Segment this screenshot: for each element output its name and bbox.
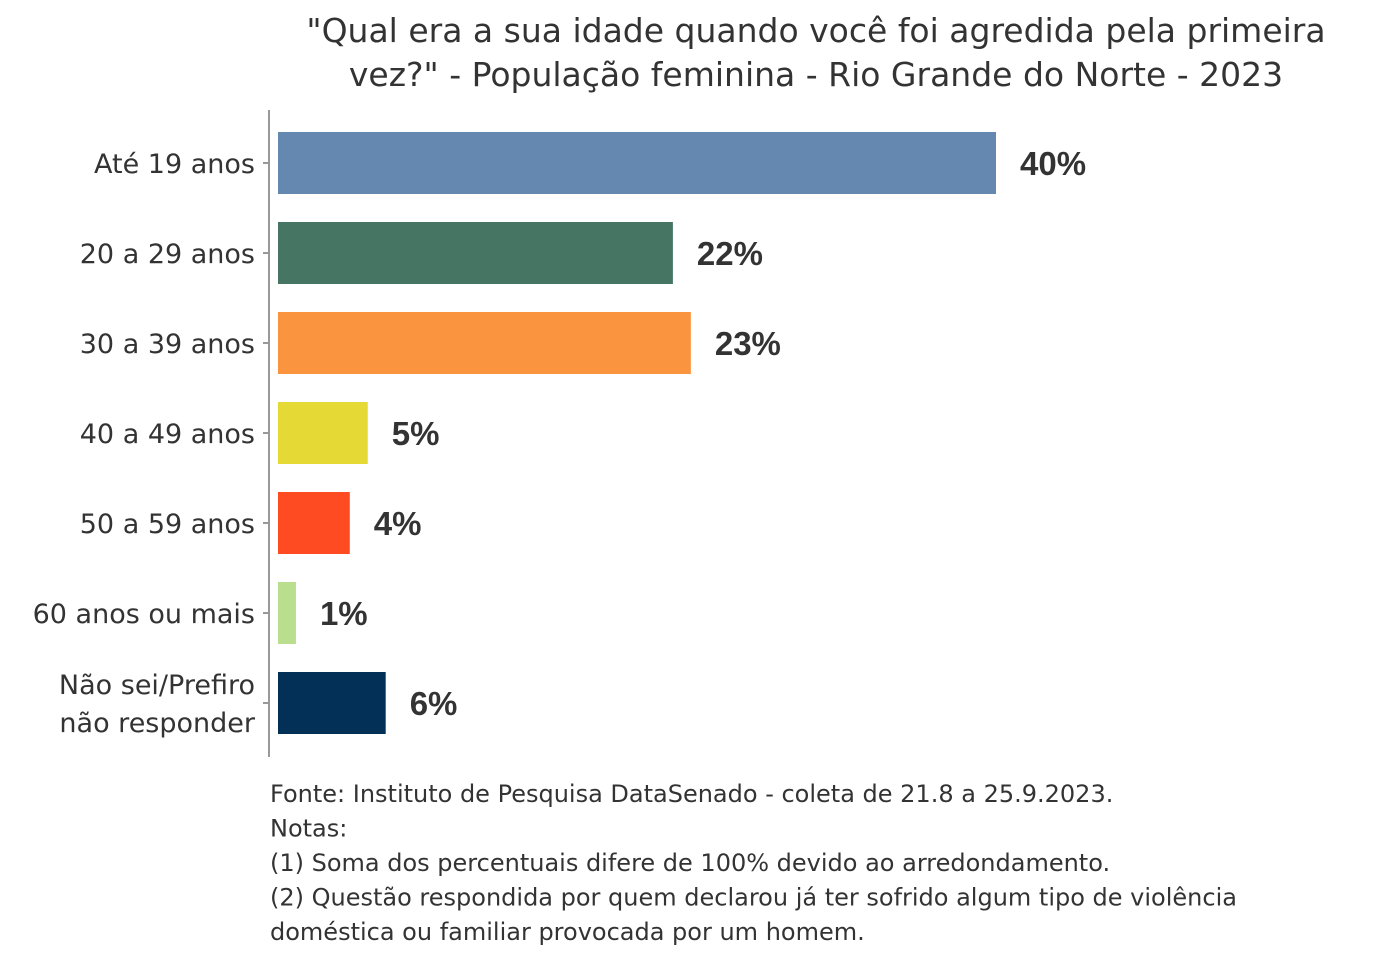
bar <box>278 582 296 644</box>
bar <box>278 132 996 194</box>
source-notes: Fonte: Instituto de Pesquisa DataSenado … <box>270 780 1237 946</box>
category-label: Até 19 anos <box>94 149 255 180</box>
note-line: (1) Soma dos percentuais difere de 100% … <box>270 849 1110 877</box>
category-label: 50 a 59 anos <box>80 509 255 540</box>
bars <box>278 132 996 734</box>
data-label: 5% <box>392 415 440 452</box>
category-label: não responder <box>59 708 255 739</box>
y-axis-ticks <box>263 162 269 704</box>
chart-title: "Qual era a sua idade quando você foi ag… <box>306 11 1325 94</box>
category-label: Não sei/Prefiro <box>59 670 255 701</box>
category-labels: Até 19 anos 20 a 29 anos 30 a 39 anos 40 a … <box>33 149 256 739</box>
bar <box>278 672 386 734</box>
bar <box>278 402 368 464</box>
note-line: Fonte: Instituto de Pesquisa DataSenado … <box>270 780 1113 808</box>
data-label: 1% <box>320 595 368 632</box>
data-label: 22% <box>697 235 763 272</box>
category-label: 40 a 49 anos <box>80 419 255 450</box>
data-label: 4% <box>374 505 422 542</box>
note-line: doméstica ou familiar provocada por um h… <box>270 918 865 946</box>
note-line: (2) Questão respondida por quem declarou… <box>270 884 1237 912</box>
category-label: 20 a 29 anos <box>80 239 255 270</box>
category-label: 30 a 39 anos <box>80 329 255 360</box>
note-line: Notas: <box>270 815 347 843</box>
value-labels: 40% 22% 23% 5% 4% 1% 6% <box>320 145 1086 722</box>
bar <box>278 492 350 554</box>
bar <box>278 312 691 374</box>
chart-title-line: vez?" - População feminina - Rio Grande … <box>349 55 1283 94</box>
data-label: 40% <box>1020 145 1086 182</box>
chart-title-line: "Qual era a sua idade quando você foi ag… <box>306 11 1325 50</box>
category-label: 60 anos ou mais <box>33 599 255 630</box>
bar <box>278 222 673 284</box>
data-label: 6% <box>410 685 458 722</box>
data-label: 23% <box>715 325 781 362</box>
